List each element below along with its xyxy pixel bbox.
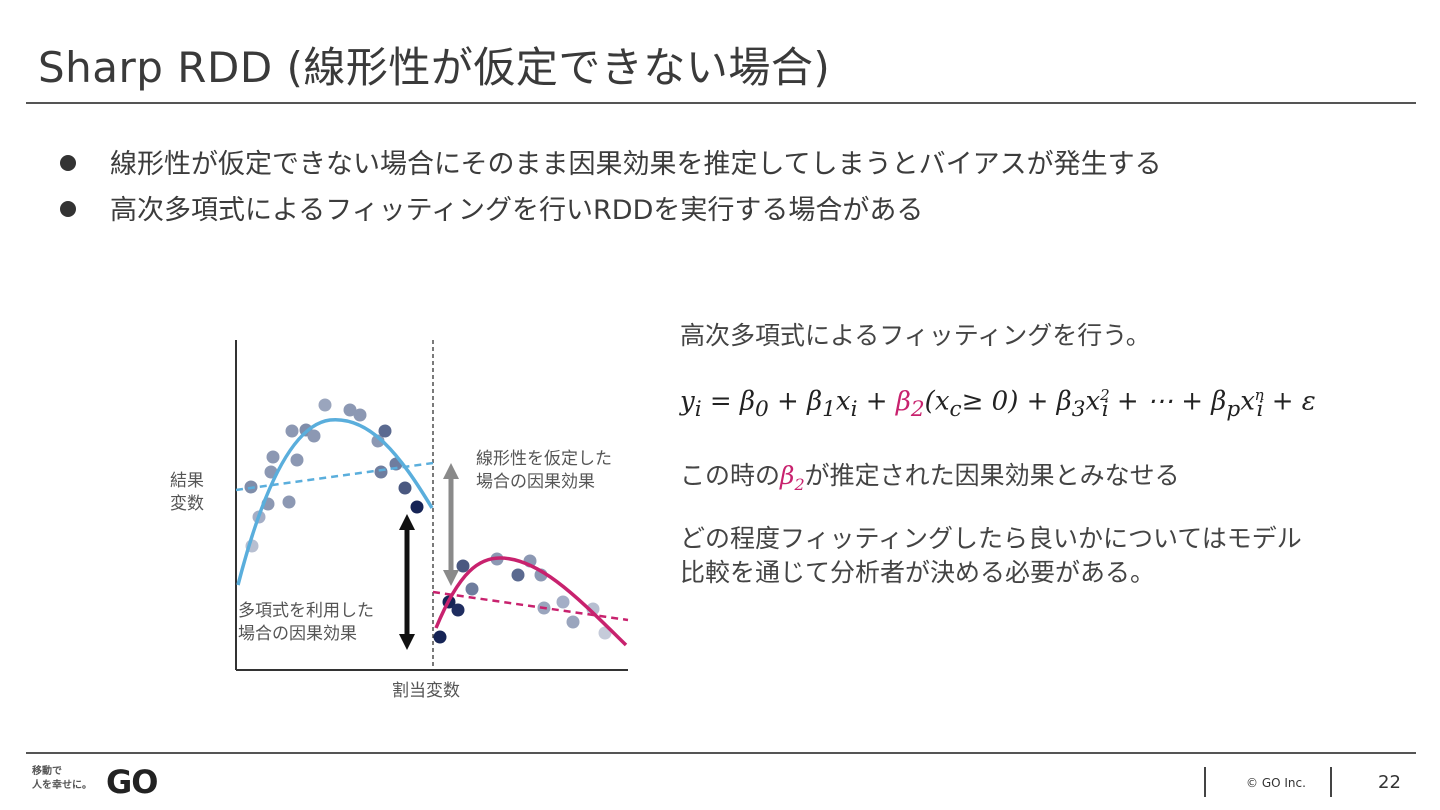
title-divider	[26, 102, 1416, 104]
bullet-dot-icon	[60, 200, 76, 217]
rdd-diagram-svg	[235, 340, 629, 671]
data-point	[343, 403, 357, 417]
page-title: Sharp RDD (線形性が仮定できない場合)	[38, 43, 831, 92]
regression-formula: yi = β0 + β1xi + β2(xc≥ 0) + β3x2i + ⋯ +…	[680, 386, 1316, 422]
data-point	[410, 500, 424, 514]
data-point	[511, 568, 525, 582]
data-point	[456, 559, 470, 573]
data-point	[290, 453, 304, 467]
data-point	[465, 582, 479, 596]
arrow-down-icon	[443, 570, 459, 586]
data-point	[318, 398, 332, 412]
arrow-up-icon	[399, 514, 415, 530]
data-point	[353, 408, 367, 422]
footer-logo: 移動で 人を幸せに。	[32, 766, 92, 791]
bullet-item: 線形性が仮定できない場合にそのまま因果効果を推定してしまうとバイアスが発生する	[60, 142, 1162, 188]
data-point	[451, 603, 465, 617]
linear-effect-label: 線形性を仮定した 場合の因果効果	[476, 449, 612, 492]
model-selection-note: どの程度フィッティングしたら良いかについてはモデル 比較を通じて分析者が決める必…	[680, 524, 1302, 587]
footer-separator	[1204, 767, 1206, 797]
data-point	[266, 450, 280, 464]
arrow-up-icon	[443, 463, 459, 479]
data-point	[378, 424, 392, 438]
data-point	[398, 481, 412, 495]
y-axis-label: 結果 変数	[170, 471, 204, 514]
data-point	[556, 595, 570, 609]
left-linear-fit	[235, 461, 434, 492]
data-point	[433, 630, 447, 644]
data-point	[307, 429, 321, 443]
bullet-dot-icon	[60, 154, 76, 171]
go-logo-icon: GO	[106, 763, 158, 801]
page-number: 22	[1378, 772, 1401, 793]
left-polynomial-fit	[236, 418, 434, 586]
data-point	[374, 465, 388, 479]
right-polynomial-fit	[434, 556, 628, 647]
right-heading: 高次多項式によるフィッティングを行う。	[680, 321, 1151, 350]
bullet-list: 線形性が仮定できない場合にそのまま因果効果を推定してしまうとバイアスが発生する …	[60, 142, 1162, 234]
copyright: © GO Inc.	[1246, 776, 1306, 790]
poly-effect-label: 多項式を利用した 場合の因果効果	[238, 601, 374, 644]
data-point	[566, 615, 580, 629]
data-point	[285, 424, 299, 438]
beta2-term: β2	[895, 386, 925, 422]
footer-separator	[1330, 767, 1332, 797]
data-point	[282, 495, 296, 509]
x-axis-label: 割当変数	[392, 681, 460, 701]
bullet-item: 高次多項式によるフィッティングを行いRDDを実行する場合がある	[60, 188, 1162, 234]
rdd-diagram: 結果 変数 割当変数 線形性を仮定した 場合の因果効果 多項式を利用した 場合の…	[160, 330, 640, 714]
arrow-down-icon	[399, 634, 415, 650]
right-scatter	[433, 552, 612, 644]
footer-divider	[26, 752, 1416, 754]
right-linear-fit	[432, 590, 629, 622]
beta-note: この時のβ2が推定された因果効果とみなせる	[680, 461, 1180, 494]
